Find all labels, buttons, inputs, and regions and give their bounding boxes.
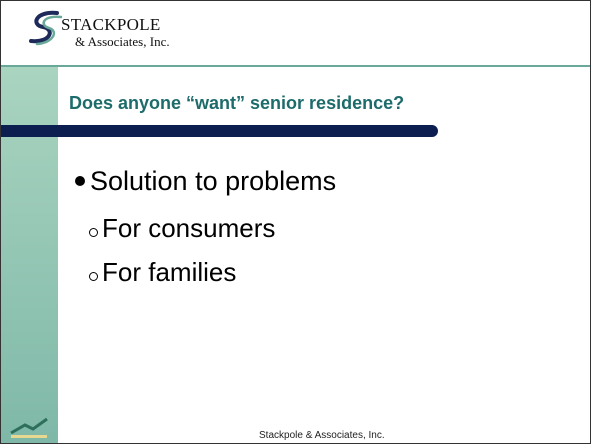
logo-mark [29, 10, 63, 46]
bullet-text: For families [102, 257, 237, 287]
bullet-item: Solution to problems [75, 166, 336, 197]
title-bar [1, 125, 438, 137]
side-strip [1, 67, 58, 443]
small-logo [10, 417, 48, 438]
slide-title: Does anyone “want” senior residence? [69, 93, 405, 113]
bullet-marker [89, 227, 98, 237]
bullet-item: For families [89, 257, 236, 288]
footer: Stackpole & Associates, Inc. [259, 430, 385, 441]
bullet-text: Solution to problems [90, 166, 337, 196]
bullet-item: For consumers [89, 213, 275, 244]
bullet-marker [89, 271, 98, 281]
logo-subtext: & Associates, Inc. [75, 34, 170, 49]
logo-text: STACKPOLE [61, 15, 161, 34]
header-rule [1, 65, 590, 67]
bullet-marker [75, 175, 85, 186]
bullet-text: For consumers [102, 213, 276, 243]
